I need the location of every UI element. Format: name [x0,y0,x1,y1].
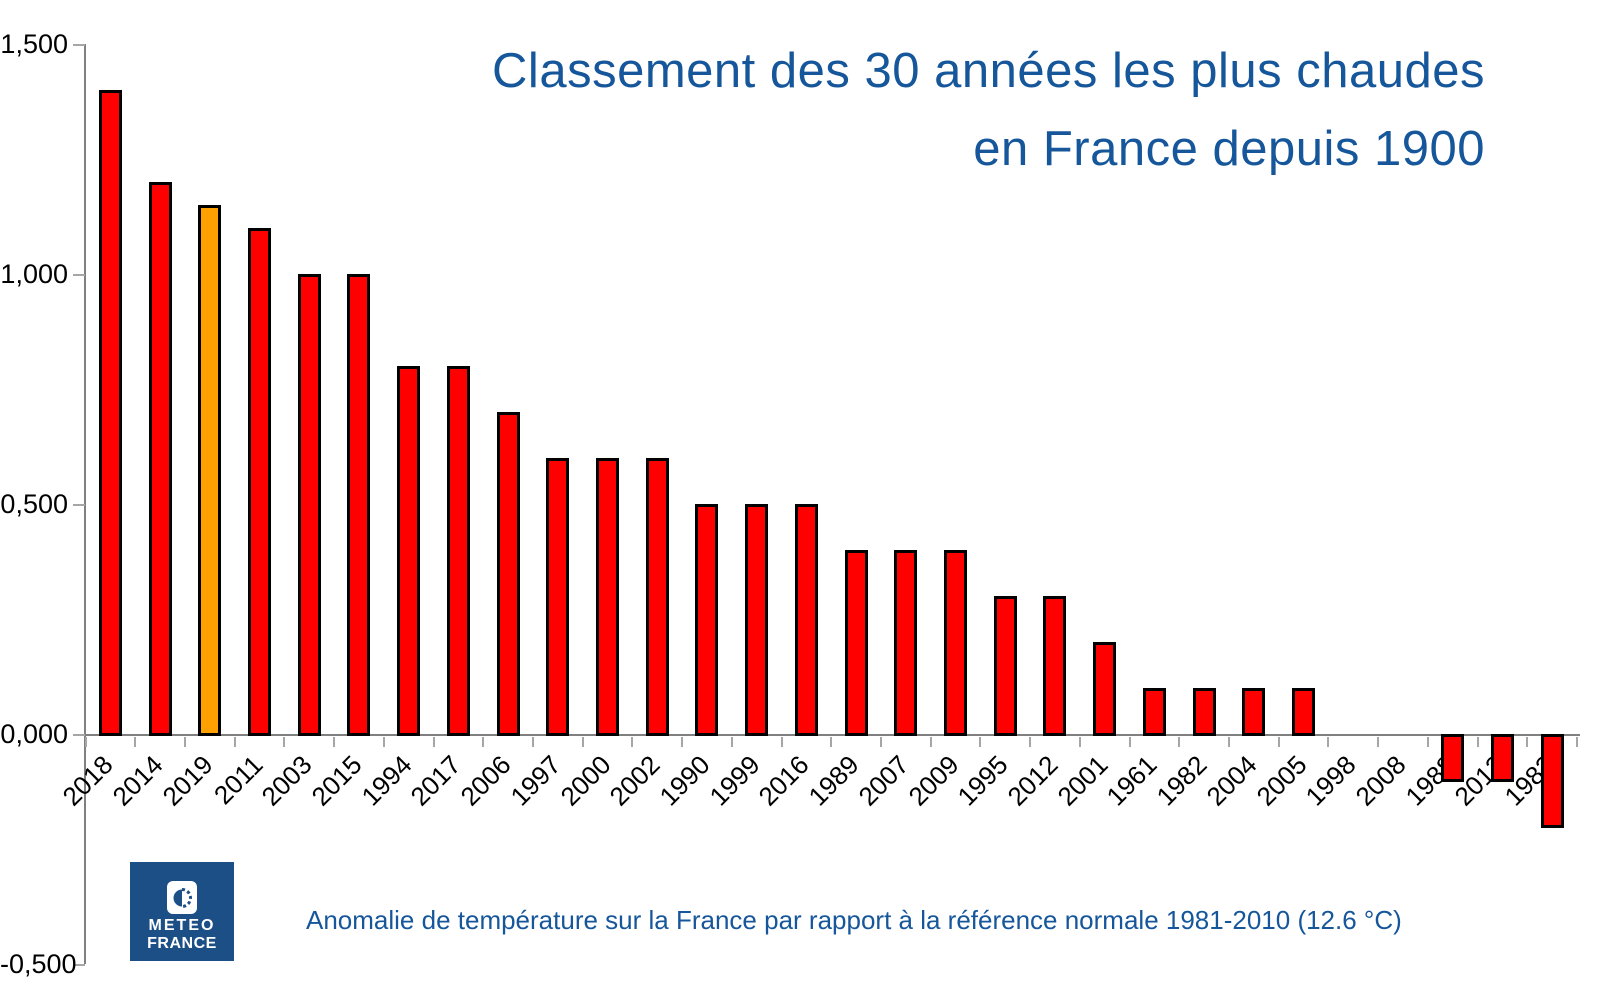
bar-1990 [695,504,719,736]
x-tick [1426,737,1429,747]
x-tick [631,737,634,747]
x-tick [134,737,137,747]
y-tick-label: 0,500 [0,489,68,519]
x-tick [1476,737,1479,747]
bar-1994 [397,366,421,736]
x-tick [1576,737,1578,747]
x-tick [283,737,286,747]
x-tick [581,737,584,747]
y-tick-label: 0,000 [0,719,68,749]
bar-1989 [844,550,868,736]
x-tick [1029,737,1032,747]
x-tick [879,737,882,747]
x-tick [382,737,385,747]
bar-2019 [198,205,222,736]
bar-2004 [1242,688,1266,736]
x-tick [432,737,435,747]
x-axis-line [85,734,1580,736]
x-tick [1078,737,1081,747]
bar-2011 [248,228,271,736]
x-tick [482,737,485,747]
x-tick [233,737,236,747]
bar-2006 [496,412,520,736]
y-tick [72,964,85,966]
y-tick [72,274,85,276]
y-tick-label: 1,000 [0,259,68,289]
bar-1983 [1540,734,1564,828]
bar-2002 [645,458,669,736]
bar-1997 [546,458,570,736]
y-tick-label: -0,500 [0,949,77,979]
x-tick [1277,737,1280,747]
sun-icon [167,881,197,914]
x-tick [730,737,733,747]
bar-2015 [347,274,371,736]
x-tick [681,737,684,747]
x-tick [979,737,982,747]
bar-1995 [993,596,1017,736]
y-tick-label: 1,500 [0,29,68,59]
x-tick [84,737,87,747]
bar-2016 [794,504,818,736]
chart-title: Classement des 30 années les plus chaude… [492,32,1485,188]
y-axis-line [84,44,86,964]
bar-2003 [297,274,321,736]
x-tick [1178,737,1181,747]
bar-2007 [894,550,918,736]
x-tick [830,737,833,747]
bar-1961 [1142,688,1166,736]
chart-title-line1: Classement des 30 années les plus chaude… [492,44,1485,98]
x-tick [1128,737,1131,747]
x-tick [1227,737,1230,747]
chart-title-line2: en France depuis 1900 [973,122,1485,176]
bar-2017 [446,366,470,736]
bar-2014 [148,182,172,736]
y-tick [72,44,85,46]
x-tick [1327,737,1330,747]
bar-2005 [1292,688,1316,736]
bar-1982 [1192,688,1216,736]
bar-1988 [1441,734,1465,782]
y-tick [72,734,85,736]
bar-2009 [944,550,968,736]
x-tick [183,737,186,747]
bar-1999 [745,504,769,736]
bar-2012 [1043,596,1067,736]
bar-2001 [1093,642,1117,736]
x-tick [531,737,534,747]
x-tick [780,737,783,747]
chart-caption: Anomalie de température sur la France pa… [306,905,1402,935]
x-tick [1377,737,1380,747]
x-tick [333,737,336,747]
x-tick [929,737,932,747]
meteo-france-logo: METEO FRANCE [130,862,234,961]
logo-text-france: FRANCE [147,935,217,952]
y-tick [72,504,85,506]
x-tick [1526,737,1529,747]
bar-2000 [596,458,620,736]
bar-2013 [1490,734,1514,782]
logo-text-meteo: METEO [148,917,216,934]
bar-2018 [98,90,122,736]
